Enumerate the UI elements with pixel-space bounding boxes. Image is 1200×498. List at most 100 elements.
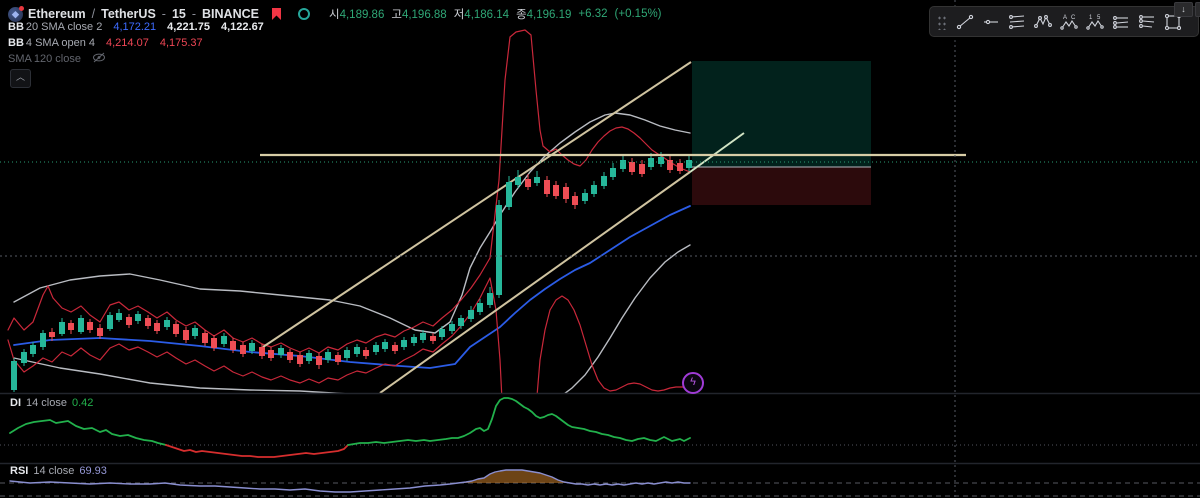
candle <box>211 338 217 348</box>
svg-text:A: A <box>1063 15 1067 21</box>
toolbar-collapse-arrow-button[interactable]: ↓ <box>1174 2 1193 17</box>
candle <box>373 345 379 352</box>
indicator-legend-bb20[interactable]: BB 20 SMA close 2 4,172.21 4,221.75 4,122… <box>8 21 264 33</box>
interval[interactable]: 15 <box>171 7 186 21</box>
candle <box>240 345 246 354</box>
candle <box>658 157 664 164</box>
candle <box>135 314 141 321</box>
svg-text:5: 5 <box>1097 15 1101 21</box>
candle <box>183 330 189 340</box>
candle <box>354 347 360 354</box>
candle <box>392 345 398 351</box>
pitchfork-icon[interactable] <box>1030 9 1056 34</box>
candle <box>411 337 417 343</box>
candle <box>202 333 208 343</box>
flag-icon[interactable] <box>271 8 281 20</box>
rsi-pane-legend[interactable]: RSI 14 close 69.93 <box>10 465 107 477</box>
candle <box>629 162 635 172</box>
edge-panel-button[interactable] <box>1195 2 1200 17</box>
candle <box>648 158 654 167</box>
candle <box>221 336 227 344</box>
short-position-icon[interactable] <box>1134 9 1160 34</box>
candle <box>11 361 17 390</box>
candle <box>78 318 84 332</box>
candle <box>164 320 170 327</box>
candle <box>553 185 559 196</box>
long-position-icon[interactable] <box>1108 9 1134 34</box>
candle <box>601 176 607 186</box>
candle <box>496 205 502 295</box>
candle <box>667 160 673 170</box>
candle <box>325 352 331 360</box>
lower-trendline-extension[interactable] <box>689 132 745 173</box>
candle <box>192 328 198 336</box>
candles[interactable] <box>11 152 692 392</box>
price-change-pct: (+0.15%) <box>614 8 662 20</box>
candle <box>287 352 293 360</box>
indicator-legend-sma120[interactable]: SMA 120 close <box>8 52 106 66</box>
di-value: 0.42 <box>71 397 94 409</box>
candle <box>686 160 692 168</box>
candle <box>49 332 55 337</box>
bb4-lower-band <box>7 277 691 393</box>
rsi-line <box>9 469 691 493</box>
candle <box>420 333 426 340</box>
long-position-loss-zone[interactable] <box>692 167 871 205</box>
candle <box>297 355 303 364</box>
symbol-quote[interactable]: TetherUS <box>101 7 156 21</box>
flash-lightning-icon[interactable]: ϟ <box>682 372 704 394</box>
price-change: +6.32 <box>578 8 608 20</box>
symbol-legend[interactable]: ◆ Ethereum / TetherUS - 15 - BINANCE 시4,… <box>8 5 662 22</box>
candle <box>145 318 151 326</box>
candle <box>582 193 588 201</box>
candle <box>572 196 578 205</box>
candle <box>439 329 445 337</box>
bb4-lower-value: 4,175.37 <box>159 37 203 49</box>
candle <box>249 343 255 351</box>
candle <box>477 303 483 312</box>
candle <box>259 347 265 356</box>
candle <box>126 317 132 325</box>
candle <box>382 342 388 349</box>
exchange[interactable]: BINANCE <box>202 7 259 21</box>
main-pane[interactable] <box>7 29 871 420</box>
di-line-green <box>347 397 691 446</box>
market-status-icon <box>297 8 310 20</box>
candle <box>563 187 569 199</box>
symbol-base[interactable]: Ethereum <box>28 7 86 21</box>
trend-line-icon[interactable] <box>952 9 978 34</box>
rsi-value: 69.93 <box>79 465 107 477</box>
horizontal-ray-icon[interactable] <box>978 9 1004 34</box>
indicator-legend-bb4[interactable]: BB 4 SMA open 4 4,214.07 4,175.37 <box>8 37 203 49</box>
candle <box>506 182 512 207</box>
candle <box>40 333 46 347</box>
di-line-green <box>9 419 167 446</box>
candle <box>344 350 350 358</box>
bb20-lower-band <box>13 244 691 393</box>
svg-text:1: 1 <box>1089 15 1093 21</box>
bb20-upper-value: 4,221.75 <box>167 21 210 33</box>
upper-trendline[interactable] <box>262 61 692 348</box>
toolbar-drag-handle-icon[interactable] <box>936 13 948 30</box>
legend-collapse-button[interactable]: ︿ <box>10 69 31 88</box>
candle <box>335 355 341 362</box>
lower-trendline[interactable] <box>379 171 691 393</box>
candle <box>173 324 179 334</box>
candle <box>154 323 160 331</box>
ethereum-logo-icon: ◆ <box>8 5 24 22</box>
bb20-basis <box>13 205 691 369</box>
eye-off-icon[interactable] <box>92 52 106 66</box>
candle <box>515 177 521 185</box>
di-pane-legend[interactable]: DI 14 close 0.42 <box>10 397 94 409</box>
bb20-basis-value: 4,172.21 <box>113 21 157 33</box>
candle <box>97 328 103 336</box>
parallel-channel-icon[interactable] <box>1004 9 1030 34</box>
candle <box>87 322 93 330</box>
bb4-upper-band <box>7 29 691 354</box>
candle <box>525 179 531 187</box>
